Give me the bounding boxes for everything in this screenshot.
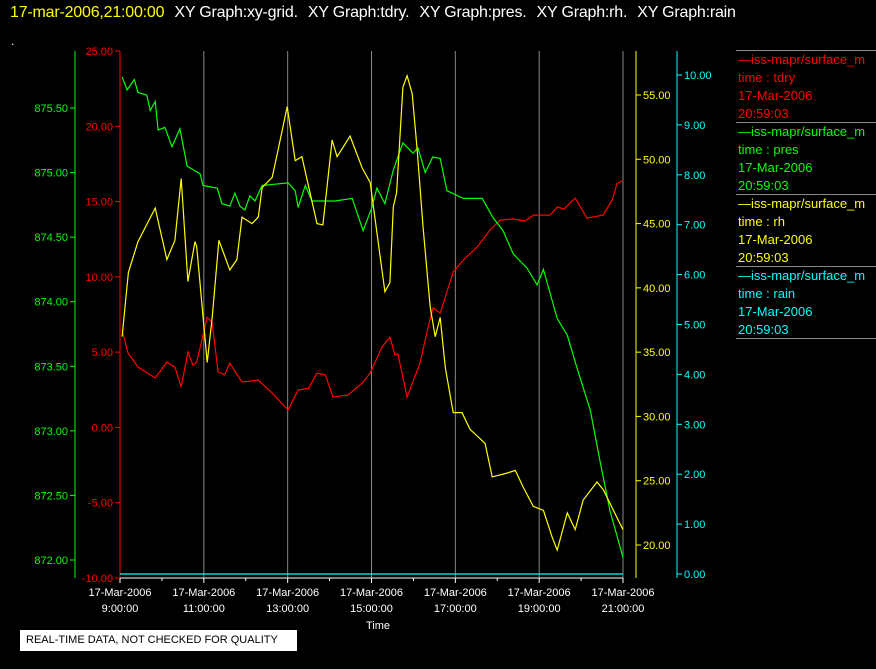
tdry-y-tick-label: -5.00 [88, 498, 113, 510]
rh-y-tick-label: 35.00 [643, 347, 671, 359]
rh-y-tick-label: 20.00 [643, 540, 671, 552]
pres-y-tick-label: 872.00 [34, 555, 68, 567]
tdry-y-tick-label: 0.00 [92, 422, 113, 434]
legend-time: 20:59:03 [738, 250, 789, 265]
pres-y-tick-label: 872.50 [34, 490, 68, 502]
legend-date: 17-Mar-2006 [738, 304, 813, 319]
legend-series-name: —iss-mapr/surface_m [738, 124, 866, 139]
x-tick-label-date: 17-Mar-2006 [89, 587, 152, 599]
x-tick-label-date: 17-Mar-2006 [508, 587, 571, 599]
legend-time: 20:59:03 [738, 322, 789, 337]
rain-y-tick-label: 9.00 [684, 120, 705, 132]
pres-series-line [121, 76, 624, 558]
rain-y-tick-label: 1.00 [684, 519, 705, 531]
tdry-y-tick-label: -10.00 [82, 573, 113, 585]
pres-y-tick-label: 874.00 [34, 297, 68, 309]
graph-name: XY Graph:rh. [536, 4, 628, 21]
tdry-series-line [121, 179, 624, 412]
rain-y-tick-label: 6.00 [684, 270, 705, 282]
x-tick-label-time: 9:00:00 [102, 603, 139, 615]
pres-y-tick-label: 874.50 [34, 232, 68, 244]
x-tick-label-time: 11:00:00 [183, 603, 225, 615]
x-tick-label-time: 17:00:00 [434, 603, 477, 615]
graph-name: XY Graph:xy-grid. [174, 4, 298, 21]
graph-name: XY Graph:tdry. [307, 4, 410, 21]
x-axis-label: Time [366, 620, 390, 632]
pres-y-tick-label: 873.50 [34, 361, 68, 373]
x-tick-label-time: 13:00:00 [266, 603, 309, 615]
rh-y-tick-label: 50.00 [643, 154, 671, 166]
tdry-y-tick-label: 20.00 [85, 121, 113, 133]
legend-date: 17-Mar-2006 [738, 232, 813, 247]
tdry-y-tick-label: 10.00 [85, 272, 113, 284]
graph-title-bar: 17-mar-2006,21:00:00 XY Graph:xy-grid. XY … [10, 4, 746, 22]
rain-y-tick-label: 7.00 [684, 220, 705, 232]
pres-y-tick-label: 875.00 [34, 168, 68, 180]
x-tick-label-date: 17-Mar-2006 [172, 587, 235, 599]
x-tick-label-date: 17-Mar-2006 [340, 587, 403, 599]
dot-marker: . [11, 34, 15, 48]
legend-date: 17-Mar-2006 [738, 160, 813, 175]
legend-series-name: —iss-mapr/surface_m [738, 196, 866, 211]
rain-y-tick-label: 8.00 [684, 170, 705, 182]
rh-y-tick-label: 45.00 [643, 219, 671, 231]
pres-y-tick-label: 875.50 [34, 103, 68, 115]
graph-name: XY Graph:pres. [419, 4, 527, 21]
legend-series-name: —iss-mapr/surface_m [738, 268, 866, 283]
legend-time: 20:59:03 [738, 178, 789, 193]
graph-name: XY Graph:rain [637, 4, 736, 21]
x-tick-label-time: 21:00:00 [602, 603, 645, 615]
rain-y-tick-label: 2.00 [684, 469, 705, 481]
x-tick-label-time: 15:00:00 [350, 603, 393, 615]
tdry-y-tick-label: 25.00 [85, 46, 113, 58]
pres-y-tick-label: 873.00 [34, 426, 68, 438]
rh-series-line [121, 73, 624, 553]
rh-y-tick-label: 40.00 [643, 283, 671, 295]
x-tick-label-date: 17-Mar-2006 [592, 587, 655, 599]
legend-field: time : rh [738, 214, 785, 229]
rh-y-tick-label: 25.00 [643, 476, 671, 488]
x-tick-label-time: 19:00:00 [518, 603, 561, 615]
legend-series-name: —iss-mapr/surface_m [738, 52, 866, 67]
legend-field: time : tdry [738, 70, 796, 85]
rain-y-tick-label: 3.00 [684, 419, 705, 431]
x-tick-label-date: 17-Mar-2006 [256, 587, 319, 599]
legend-divider [736, 338, 876, 339]
legend-field: time : pres [738, 142, 799, 157]
x-tick-label-date: 17-Mar-2006 [424, 587, 487, 599]
rain-y-tick-label: 10.00 [684, 70, 712, 82]
legend-time: 20:59:03 [738, 106, 789, 121]
quality-note: REAL-TIME DATA, NOT CHECKED FOR QUALITY [20, 630, 297, 651]
rh-y-tick-label: 30.00 [643, 411, 671, 423]
rain-y-tick-label: 5.00 [684, 320, 705, 332]
rain-y-tick-label: 0.00 [684, 569, 705, 581]
tdry-y-tick-label: 15.00 [85, 197, 113, 209]
rh-y-tick-label: 55.00 [643, 90, 671, 102]
rain-y-tick-label: 4.00 [684, 369, 705, 381]
legend-date: 17-Mar-2006 [738, 88, 813, 103]
timestamp: 17-mar-2006,21:00:00 [10, 4, 165, 21]
legend-field: time : rain [738, 286, 796, 301]
tdry-y-tick-label: 5.00 [92, 347, 113, 359]
